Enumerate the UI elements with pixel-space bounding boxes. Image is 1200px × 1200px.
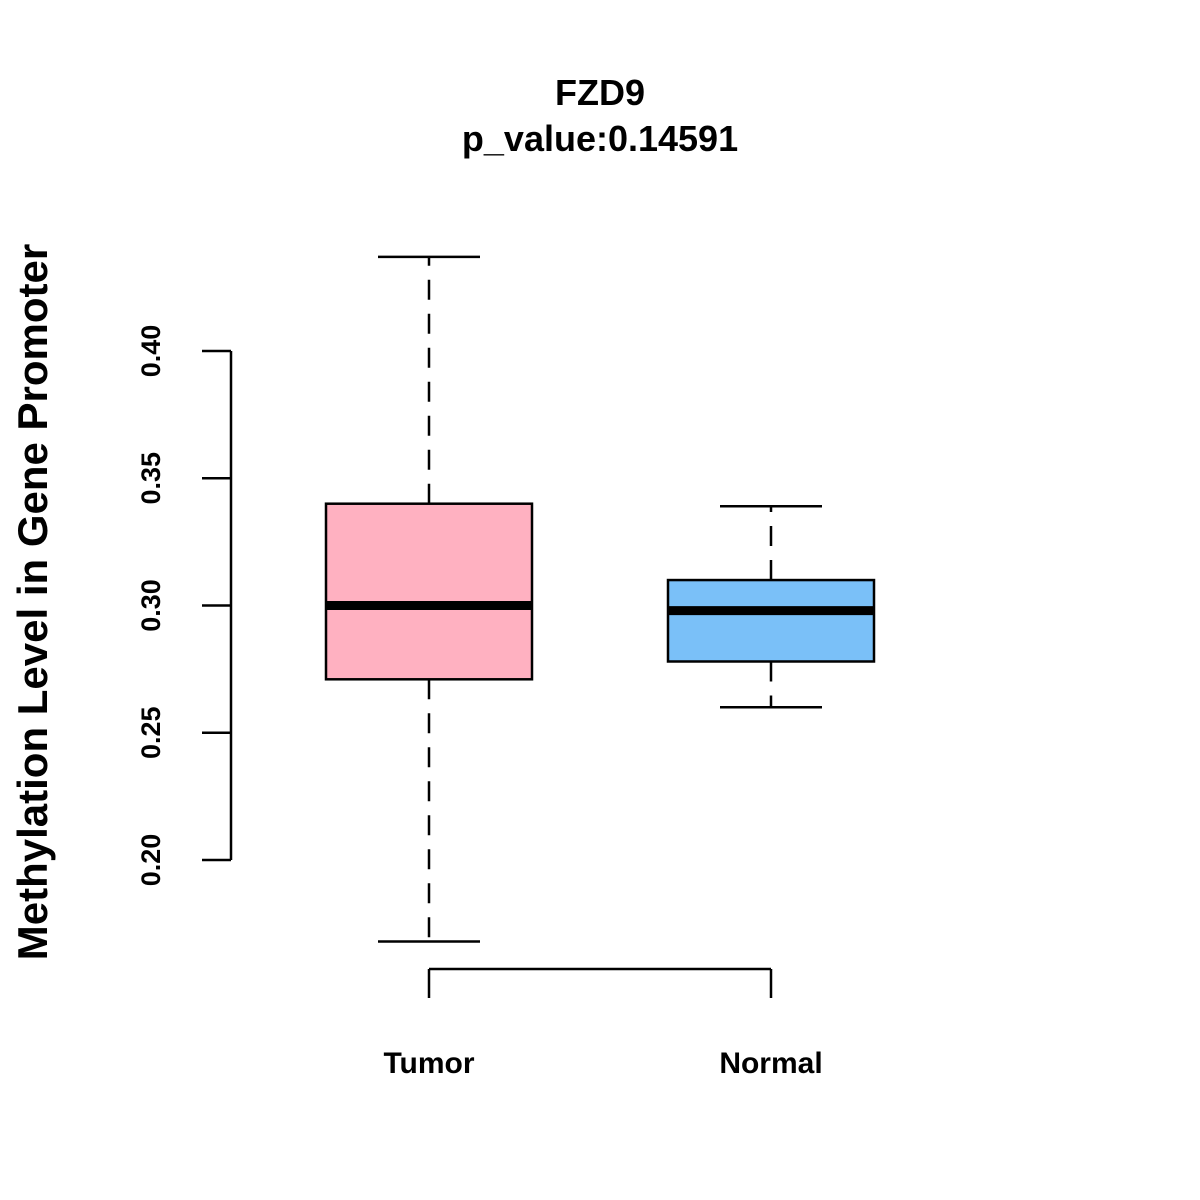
x-tick-label-normal: Normal	[719, 1047, 822, 1080]
y-axis: 0.20 0.25 0.30 0.35 0.40	[136, 325, 233, 887]
y-axis-label: Methylation Level in Gene Promoter	[9, 244, 56, 960]
y-tick-label: 0.30	[136, 579, 166, 632]
y-tick-label: 0.20	[136, 834, 166, 887]
iqr-box	[324, 502, 534, 681]
chart-subtitle: p_value:0.14591	[462, 118, 738, 159]
y-tick-label: 0.40	[136, 325, 166, 378]
chart-title: FZD9	[555, 72, 645, 113]
x-axis: Tumor Normal	[383, 967, 823, 1080]
y-tick-label: 0.25	[136, 706, 166, 759]
box-normal	[666, 504, 876, 709]
box-group	[324, 255, 876, 943]
box-tumor	[324, 255, 534, 943]
x-tick-label-tumor: Tumor	[383, 1047, 474, 1080]
iqr-box	[666, 578, 876, 663]
y-tick-label: 0.35	[136, 452, 166, 505]
